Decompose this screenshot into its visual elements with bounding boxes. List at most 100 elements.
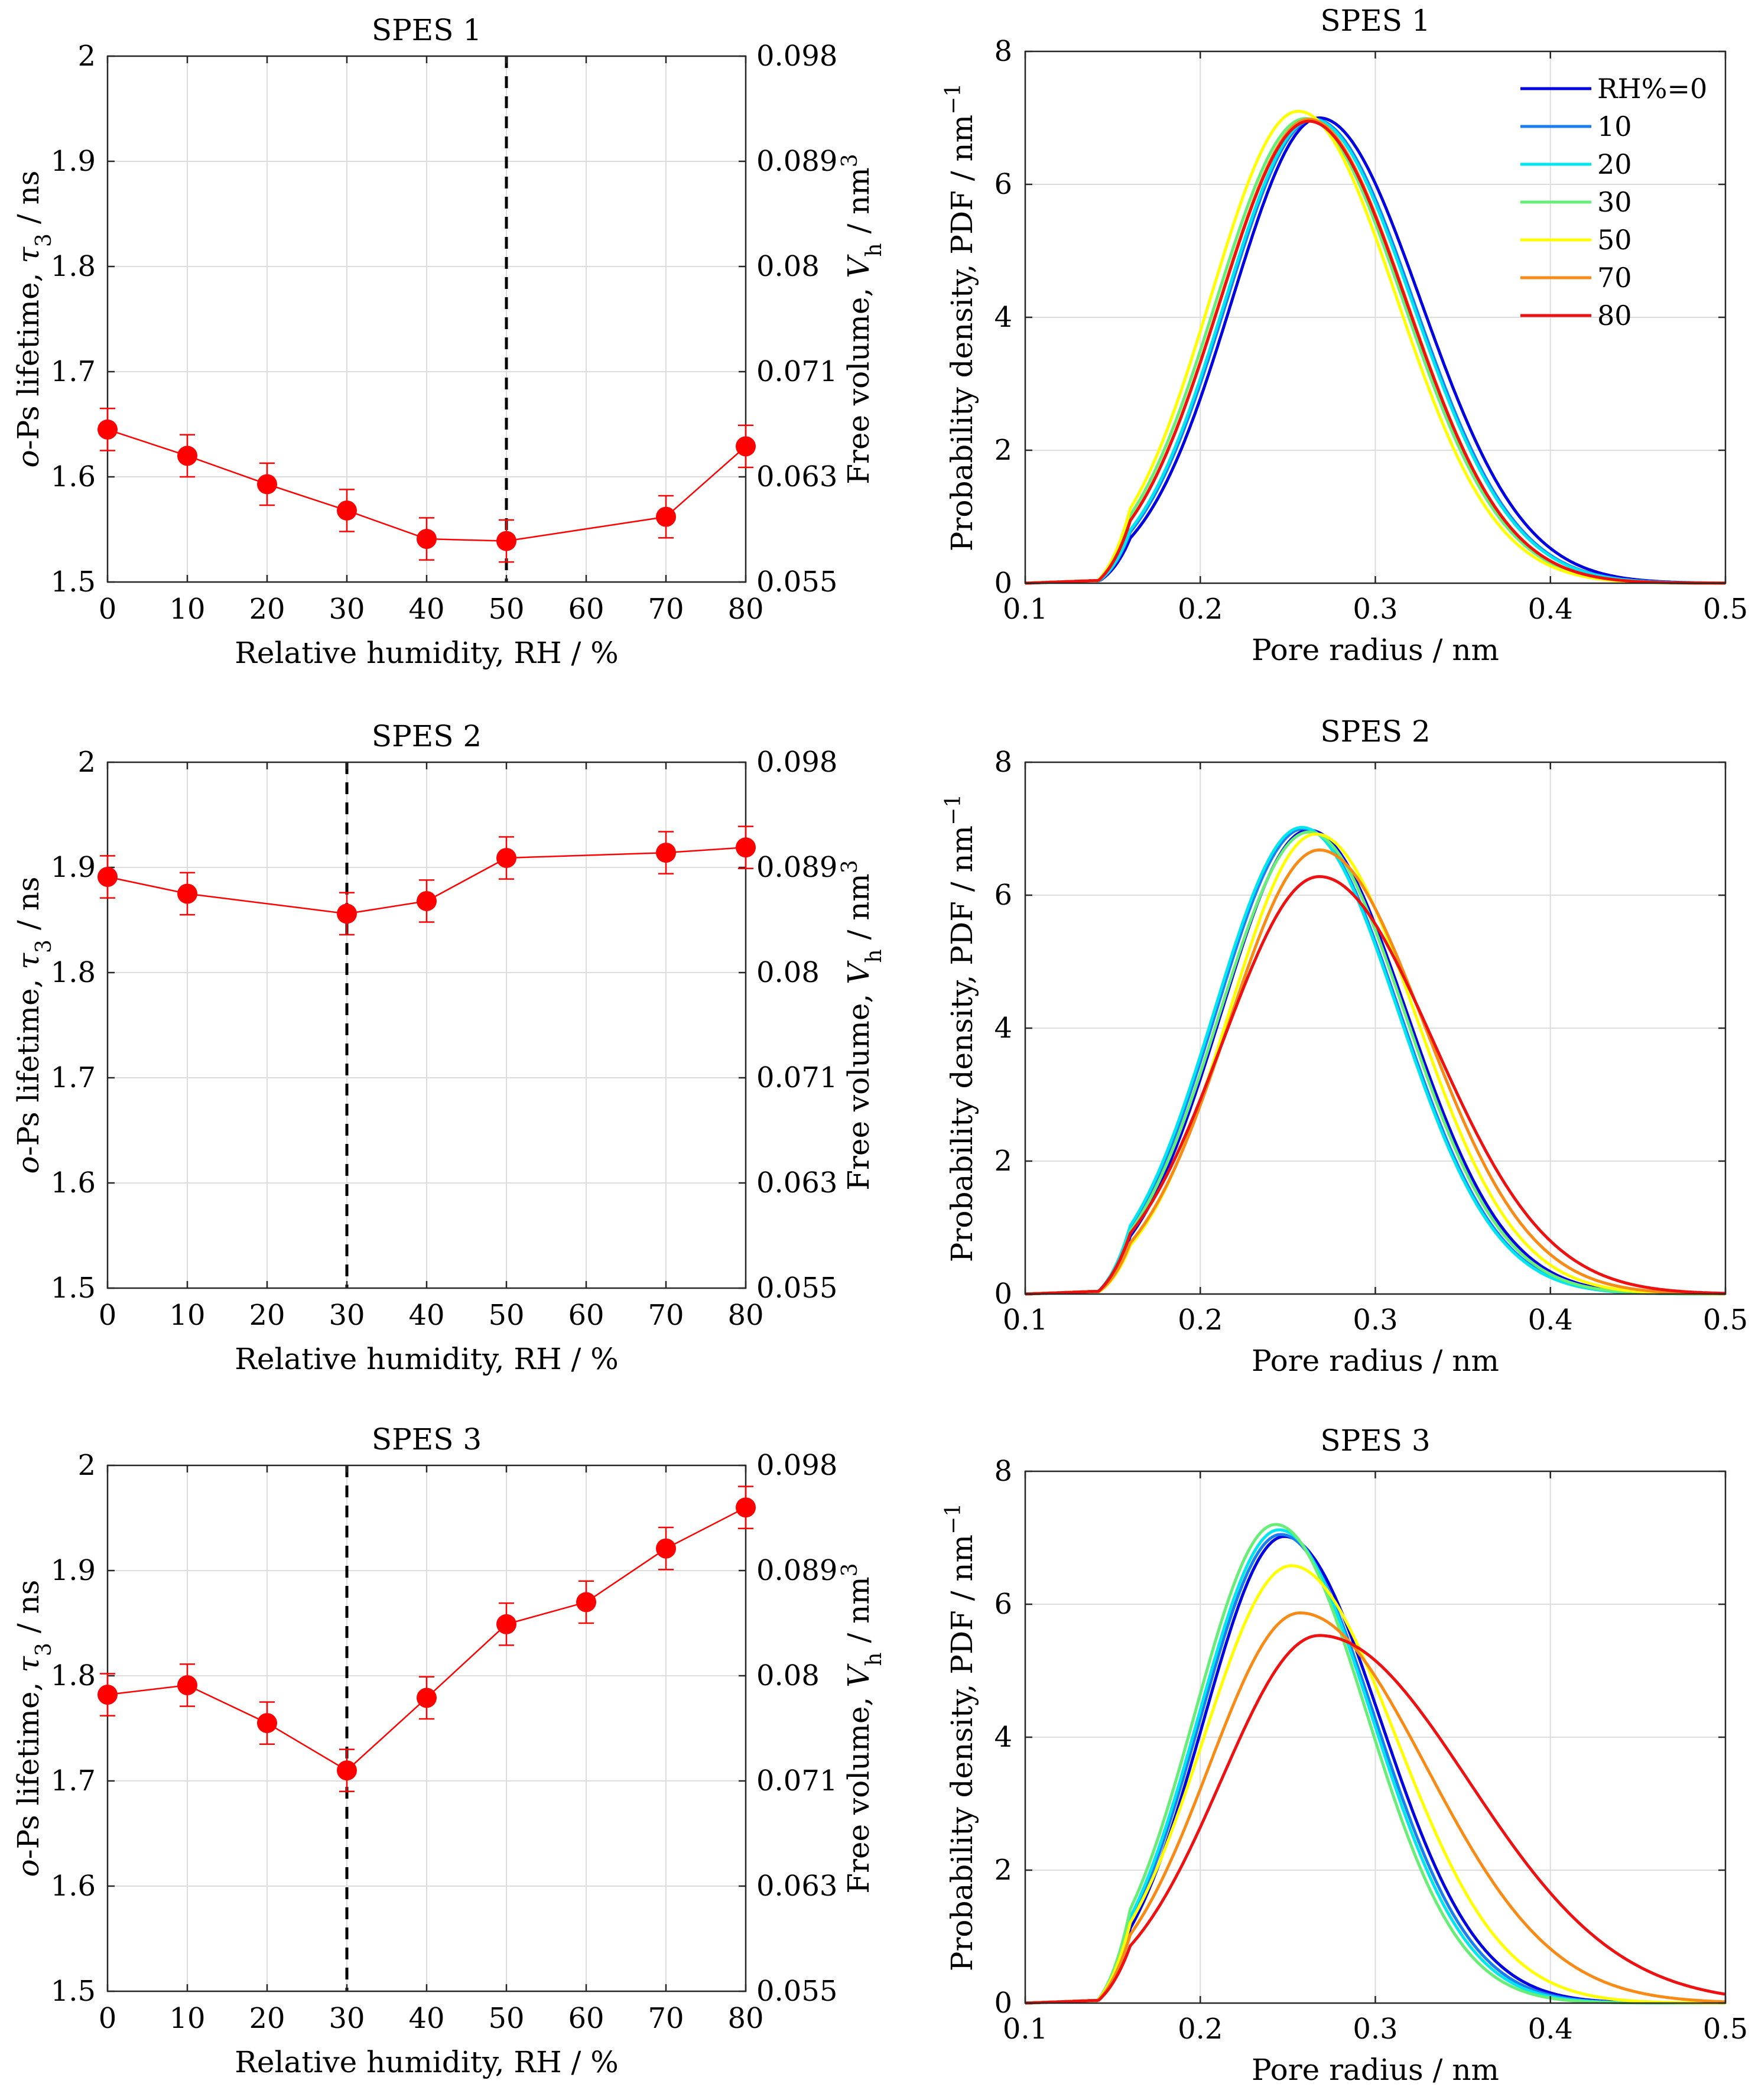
x-tick-label: 0 [99, 1299, 117, 1332]
y-right-tick-label: 0.098 [756, 40, 837, 73]
x-tick-label: 0 [99, 593, 117, 626]
y-tick-label: 1.9 [51, 1554, 96, 1587]
y-tick-label: 0 [994, 1277, 1012, 1311]
y-tick-label: 1.8 [51, 956, 96, 989]
panel-title: SPES 2 [372, 719, 482, 753]
legend-label: 80 [1597, 300, 1632, 331]
x-tick-label: 50 [488, 2002, 524, 2035]
y-right-tick-label: 0.098 [756, 1449, 837, 1482]
y-axis-label: o-Ps lifetime, τ3 / ns [11, 877, 56, 1174]
x-tick-label: 60 [568, 593, 604, 626]
x-tick-label: 0.5 [1703, 2013, 1748, 2046]
y-right-tick-label: 0.071 [756, 355, 837, 388]
y-tick-label: 6 [994, 879, 1012, 912]
x-tick-label: 0.3 [1353, 2013, 1398, 2046]
y-tick-label: 2 [77, 40, 96, 73]
x-tick-label: 0 [99, 2002, 117, 2035]
panel-title: SPES 1 [372, 13, 482, 47]
y-axis-label: o-Ps lifetime, τ3 / ns [11, 1580, 56, 1877]
pdf-curve-70 [1025, 1611, 1726, 2005]
x-tick-label: 20 [249, 593, 285, 626]
y-tick-label: 1.7 [51, 1061, 96, 1094]
data-point [736, 837, 756, 858]
x-tick-label: 30 [329, 2002, 365, 2035]
x-tick-label: 0.2 [1178, 2013, 1223, 2046]
x-tick-label: 50 [488, 1299, 524, 1332]
y-right-tick-label: 0.08 [756, 956, 820, 989]
legend-label: 30 [1597, 186, 1632, 218]
y-right-axis-label: Free volume, Vh / nm3 [838, 1563, 886, 1893]
y-right-tick-label: 0.063 [756, 1166, 837, 1199]
x-tick-label: 10 [169, 1299, 205, 1332]
data-point [337, 500, 357, 521]
pdf-chart-2: 0.1 0.2 0.3 0.4 0.5 0 2 4 6 8 SPES 2 Pore radius / … [941, 714, 1748, 1378]
y-tick-label: 2 [77, 1449, 96, 1482]
lifetime-chart-3: 0 10 20 30 40 50 60 70 80 1.5 1.6 1.7 1.8 1.9 2 0.055 0.… [11, 1422, 886, 2079]
data-point [576, 1592, 596, 1613]
x-axis-label: Relative humidity, RH / % [235, 2045, 619, 2079]
y-tick-label: 2 [77, 746, 96, 779]
y-tick-label: 0 [994, 567, 1012, 600]
x-tick-label: 50 [488, 593, 524, 626]
y-tick-label: 6 [994, 168, 1012, 201]
data-point [736, 436, 756, 457]
lifetime-chart-2: 0 10 20 30 40 50 60 70 80 1.5 1.6 1.7 1.8 1.9 2 0.055 0.… [11, 719, 886, 1376]
x-tick-label: 0.5 [1703, 593, 1748, 626]
data-point [496, 1614, 516, 1634]
y-tick-label: 1.6 [51, 1870, 96, 1903]
data-point [656, 843, 676, 863]
x-axis-label: Pore radius / nm [1252, 633, 1499, 667]
x-tick-label: 40 [408, 2002, 444, 2035]
x-tick-label: 0.1 [1003, 593, 1048, 626]
x-tick-label: 0.3 [1353, 1303, 1398, 1337]
y-tick-label: 8 [994, 35, 1012, 68]
x-axis-label: Relative humidity, RH / % [235, 636, 619, 670]
y-right-tick-label: 0.071 [756, 1061, 837, 1094]
pdf-curve-80 [1025, 1634, 1726, 2005]
x-tick-label: 70 [648, 1299, 684, 1332]
y-tick-label: 2 [994, 1145, 1012, 1178]
pdf-curve-30 [1025, 830, 1725, 1296]
legend: RH%=0 10 20 30 50 70 80 [1520, 73, 1707, 331]
pdf-curve-50 [1025, 1564, 1726, 2005]
y-right-tick-label: 0.08 [756, 1659, 820, 1692]
legend-label: 50 [1597, 224, 1632, 256]
y-axis-label: Probability density, PDF / nm−1 [941, 1503, 980, 1971]
legend-label: RH%=0 [1597, 73, 1707, 105]
y-tick-label: 1.8 [51, 250, 96, 283]
x-tick-label: 30 [329, 1299, 365, 1332]
lifetime-chart-1: 0 10 20 30 40 50 60 70 80 1.5 1.6 1.7 1.8 1.9 2 0.055 0.… [11, 13, 886, 670]
pdf-curve-rh0 [1025, 116, 1725, 585]
y-tick-label: 8 [994, 746, 1012, 779]
y-tick-label: 1.6 [51, 460, 96, 493]
y-axis-label: Probability density, PDF / nm−1 [941, 83, 980, 551]
x-tick-label: 0.4 [1528, 1303, 1573, 1337]
x-tick-label: 40 [408, 593, 444, 626]
y-right-tick-label: 0.055 [756, 565, 837, 599]
y-right-tick-label: 0.055 [756, 1272, 837, 1305]
data-point [736, 1497, 756, 1518]
x-tick-label: 70 [648, 593, 684, 626]
y-tick-label: 0 [994, 1987, 1012, 2020]
x-tick-label: 20 [249, 1299, 285, 1332]
y-axis-label: o-Ps lifetime, τ3 / ns [11, 171, 56, 468]
x-axis-label: Pore radius / nm [1252, 2053, 1499, 2087]
y-tick-label: 8 [994, 1455, 1012, 1488]
data-point [337, 903, 357, 924]
x-axis-label: Relative humidity, RH / % [235, 1342, 619, 1376]
y-right-axis-label: Free volume, Vh / nm3 [838, 860, 886, 1190]
y-tick-label: 1.5 [51, 565, 96, 599]
series-line [107, 428, 746, 542]
y-tick-label: 4 [994, 301, 1012, 334]
y-tick-label: 2 [994, 434, 1012, 467]
x-tick-label: 10 [169, 2002, 205, 2035]
x-tick-label: 0.4 [1528, 593, 1573, 626]
data-point [257, 474, 277, 495]
x-tick-label: 0.2 [1178, 1303, 1223, 1337]
y-right-tick-label: 0.055 [756, 1975, 837, 2008]
y-right-tick-label: 0.098 [756, 746, 837, 779]
x-tick-label: 60 [568, 2002, 604, 2035]
y-tick-label: 1.9 [51, 851, 96, 884]
y-tick-label: 4 [994, 1012, 1012, 1045]
